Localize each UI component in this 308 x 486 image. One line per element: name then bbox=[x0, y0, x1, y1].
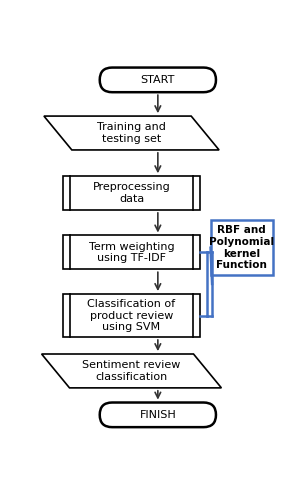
FancyBboxPatch shape bbox=[100, 68, 216, 92]
Polygon shape bbox=[44, 116, 219, 150]
FancyBboxPatch shape bbox=[100, 402, 216, 427]
Bar bbox=[63, 235, 201, 269]
Text: START: START bbox=[141, 75, 175, 85]
Bar bbox=[63, 294, 201, 337]
FancyBboxPatch shape bbox=[211, 220, 273, 276]
Polygon shape bbox=[42, 354, 221, 388]
Text: Preprocessing
data: Preprocessing data bbox=[93, 182, 170, 204]
Text: RBF and
Polynomial
kernel
Function: RBF and Polynomial kernel Function bbox=[209, 226, 274, 270]
Text: FINISH: FINISH bbox=[140, 410, 176, 420]
Bar bbox=[63, 176, 201, 210]
Text: Term weighting
using TF-IDF: Term weighting using TF-IDF bbox=[89, 242, 174, 263]
Text: Sentiment review
classification: Sentiment review classification bbox=[82, 360, 181, 382]
Text: Training and
testing set: Training and testing set bbox=[97, 122, 166, 144]
Text: Classification of
product review
using SVM: Classification of product review using S… bbox=[87, 299, 176, 332]
